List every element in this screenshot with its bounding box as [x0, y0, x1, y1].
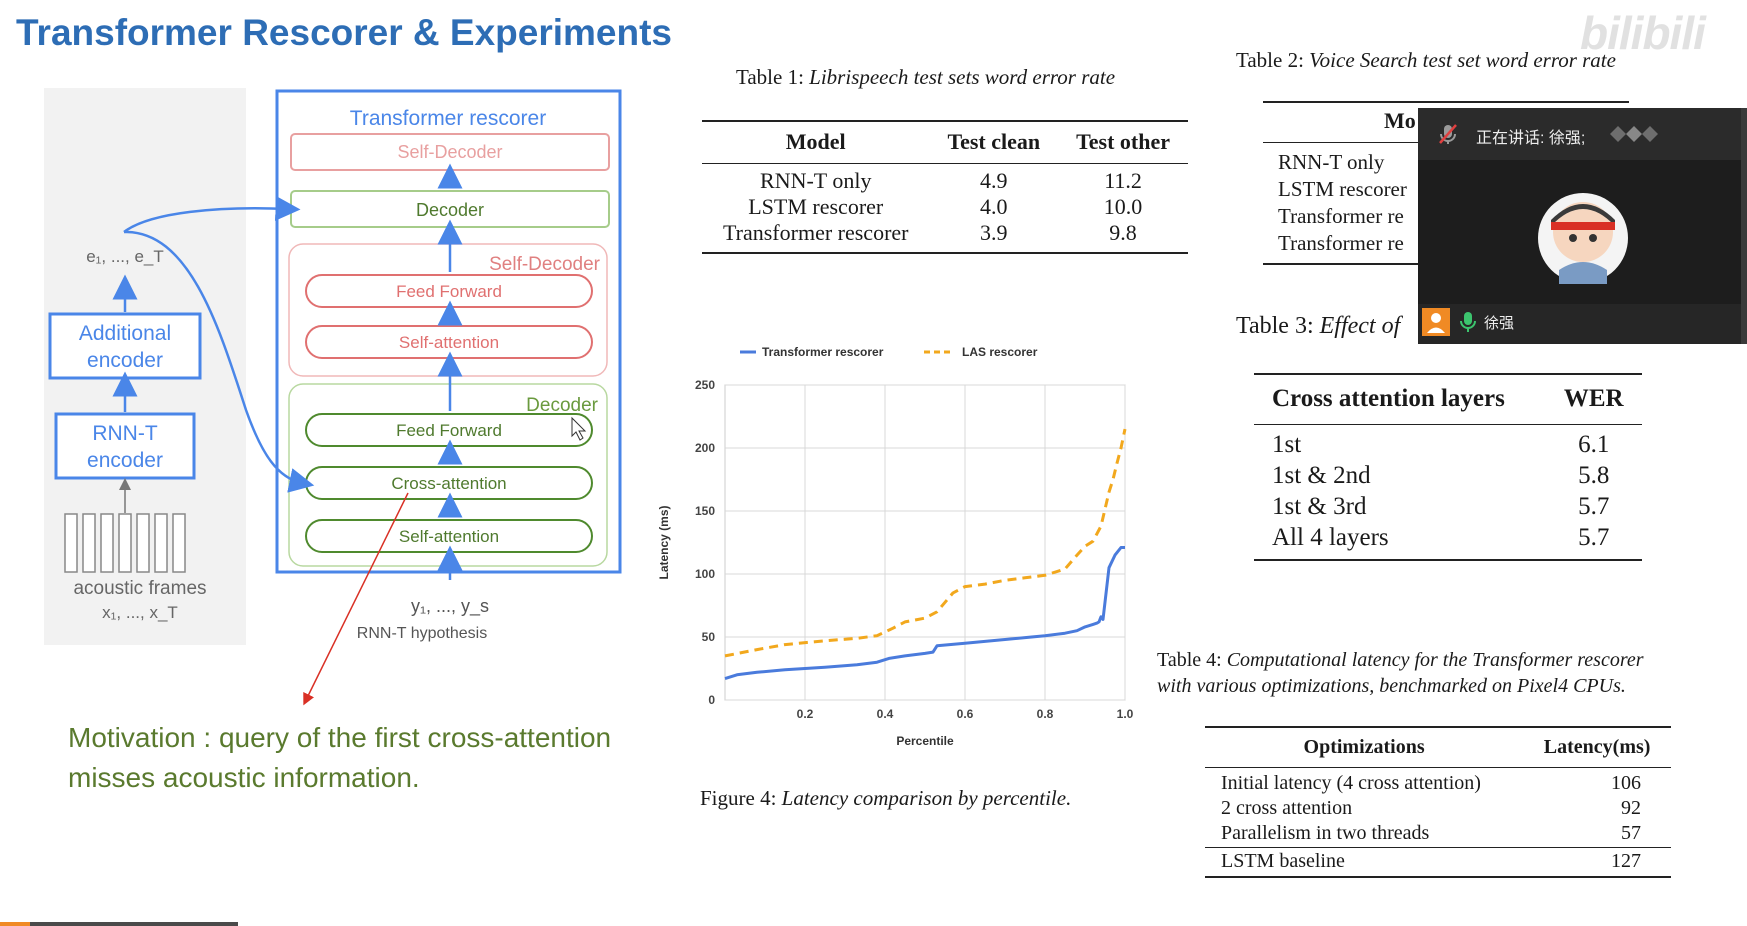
- table-row: RNN-T only 4.9 11.2: [760, 167, 1142, 193]
- table-row: Transformer rescorer 3.9 9.8: [702, 220, 1188, 253]
- speaking-label: 正在讲话: 徐强;: [1476, 130, 1586, 147]
- x-tick-label: 0.8: [1037, 707, 1054, 721]
- table1-header-model: Model: [785, 129, 846, 155]
- table-row: Initial latency (4 cross attention) 106: [1221, 772, 1641, 795]
- additional-encoder-line2: encoder: [87, 349, 163, 372]
- series-line-0: [724, 546, 1125, 681]
- rescorer-title: Transformer rescorer: [350, 107, 546, 130]
- slide-title: Transformer Rescorer & Experiments: [16, 12, 672, 53]
- signal-icon: [1610, 126, 1658, 142]
- mic-muted-icon[interactable]: [1436, 122, 1460, 146]
- overlay-scrollbar[interactable]: [1741, 108, 1747, 344]
- y-tick-label: 100: [695, 567, 715, 581]
- encoder-output-label: e₁, ..., e_T: [86, 247, 164, 266]
- latency-chart: 0.2 0.4 0.6 0.8 1.0 0 50 100 150 200 250 Percentile…: [657, 345, 1134, 748]
- user-name: 徐强: [1484, 315, 1515, 332]
- x-tick-label: 0.2: [797, 707, 814, 721]
- y-axis-label: Latency (ms): [657, 505, 671, 579]
- legend-label-0: Transformer rescorer: [762, 345, 884, 359]
- bilibili-watermark: bilibili: [1580, 7, 1706, 59]
- self-attention-1-label: Self-attention: [399, 333, 499, 352]
- y-tick-label: 50: [702, 630, 716, 644]
- x-tick-label: 0.4: [877, 707, 894, 721]
- table4-header-optimizations: Optimizations: [1303, 735, 1425, 758]
- mic-icon[interactable]: [1458, 310, 1478, 334]
- y-tick-label: 250: [695, 378, 715, 392]
- self-decoder-top-label: Self-Decoder: [397, 142, 502, 162]
- table2-top-rule: [1263, 101, 1629, 103]
- table-row: Parallelism in two threads 57: [1205, 821, 1671, 847]
- table1-header-other: Test other: [1076, 129, 1170, 155]
- video-call-overlay[interactable]: 正在讲话: 徐强; 徐强: [1418, 108, 1747, 344]
- table4-header-latency: Latency(ms): [1543, 735, 1651, 758]
- table4-caption-line1: Table 4: Computational latency for the T…: [1157, 649, 1644, 671]
- table1-caption: Table 1: Librispeech test sets word erro…: [736, 65, 1116, 89]
- table-row: 1st & 2nd 5.8: [1272, 461, 1610, 489]
- mouse-cursor-icon: [571, 416, 587, 441]
- table2-header: Mo: [1384, 108, 1416, 133]
- y-tick-label: 150: [695, 504, 715, 518]
- hypothesis-label: RNN-T hypothesis: [357, 625, 487, 642]
- table1: Model Test clean Test other RNN-T only 4…: [702, 120, 1188, 254]
- motivation-text: Motivation : query of the first cross-at…: [68, 722, 612, 793]
- figure4-caption: Figure 4: Latency comparison by percenti…: [700, 786, 1072, 810]
- table-row: All 4 layers 5.7: [1254, 522, 1642, 560]
- hypothesis-seq: y₁, ..., y_s: [411, 596, 489, 617]
- table-row: LSTM rescorer 4.0 10.0: [748, 193, 1143, 219]
- acoustic-frames-label: acoustic frames: [73, 578, 206, 599]
- table-row: 1st 6.1: [1272, 431, 1610, 459]
- y-tick-label: 200: [695, 441, 715, 455]
- x-tick-label: 1.0: [1117, 707, 1134, 721]
- table-row: 1st & 3rd 5.7: [1272, 492, 1610, 520]
- feed-forward-2-label: Feed Forward: [396, 421, 502, 440]
- acoustic-frames-seq: x₁, ..., x_T: [102, 603, 178, 622]
- table3-header-layers: Cross attention layers: [1272, 385, 1505, 413]
- rnnt-encoder-line2: encoder: [87, 449, 163, 472]
- video-overlay-footer: [1418, 304, 1747, 344]
- decoder-box-label: Decoder: [416, 200, 484, 220]
- x-axis-label: Percentile: [896, 734, 954, 748]
- table4-caption-line2: with various optimizations, benchmarked …: [1157, 675, 1626, 697]
- cross-attention-label: Cross-attention: [391, 474, 506, 493]
- series-line-1: [724, 428, 1127, 658]
- table-row: 2 cross attention 92: [1221, 797, 1641, 819]
- feed-forward-1-label: Feed Forward: [396, 282, 502, 301]
- playback-progress-track[interactable]: [0, 922, 238, 926]
- y-tick-label: 0: [708, 693, 715, 707]
- rnnt-encoder-box: [54, 412, 196, 480]
- table2-caption: Table 2: Voice Search test set word erro…: [1236, 48, 1616, 72]
- video-overlay-header: [1418, 108, 1747, 160]
- self-attention-2-label: Self-attention: [399, 527, 499, 546]
- table2-rows: RNN-T only LSTM rescorer Transformer re …: [1278, 150, 1407, 255]
- x-tick-label: 0.6: [957, 707, 974, 721]
- rnnt-encoder-line1: RNN-T: [92, 422, 157, 445]
- architecture-diagram: Transformer rescorer Self-Decoder Decode…: [44, 88, 622, 706]
- table1-header-clean: Test clean: [947, 129, 1041, 155]
- self-decoder-group-label: Self-Decoder: [489, 254, 601, 275]
- table4: Optimizations Latency(ms) Initial latenc…: [1205, 726, 1671, 878]
- plot-area: [724, 384, 1126, 701]
- table-row: LSTM baseline 127: [1205, 847, 1671, 877]
- additional-encoder-line1: Additional: [79, 322, 171, 345]
- decoder-group-label: Decoder: [526, 395, 598, 416]
- avatar[interactable]: [1537, 192, 1629, 284]
- table3: Cross attention layers WER 1st 6.1 1st &…: [1254, 373, 1642, 561]
- user-icon: [1422, 308, 1450, 336]
- playback-progress-fill: [0, 922, 30, 926]
- acoustic-frame-bars: [64, 513, 186, 573]
- legend-label-1: LAS rescorer: [962, 345, 1038, 359]
- table3-caption: Table 3: Effect of: [1236, 313, 1401, 339]
- table3-header-wer: WER: [1563, 385, 1624, 413]
